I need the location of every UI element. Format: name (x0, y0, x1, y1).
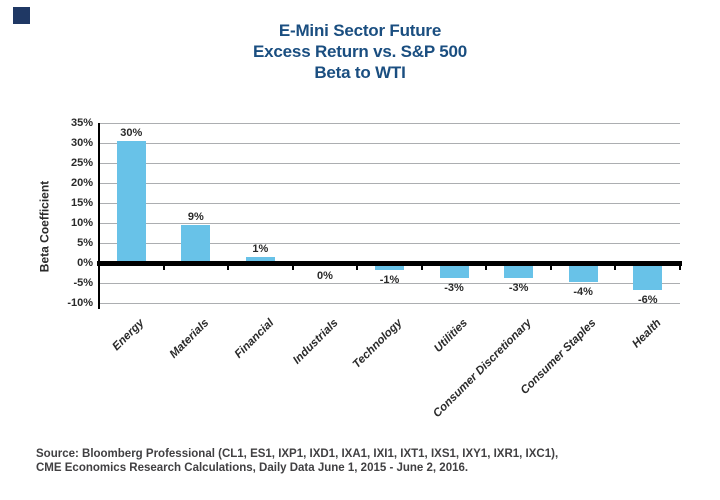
source-line-2: CME Economics Research Calculations, Dai… (36, 462, 469, 474)
gridline-20 (99, 183, 680, 184)
gridline-30 (99, 143, 680, 144)
chart-title: E-Mini Sector Future Excess Return vs. S… (0, 20, 720, 83)
y-axis-line (97, 123, 100, 309)
y-tick-label: 0% (77, 256, 93, 269)
bar-value-label: -1% (379, 274, 400, 286)
y-tick-label: -5% (73, 276, 93, 289)
x-category-label: Industrials (290, 317, 341, 367)
x-axis-tick (549, 266, 552, 270)
bar-value-label: -3% (508, 282, 529, 294)
gridline-35 (99, 123, 680, 124)
x-axis-tick (291, 266, 294, 270)
bar-value-label: 0% (316, 270, 333, 282)
x-axis-tick (227, 266, 230, 270)
chart-title-line-1: E-Mini Sector Future (278, 21, 442, 40)
gridline--5 (99, 283, 680, 284)
source-line-1: Source: Bloomberg Professional (CL1, ES1… (36, 448, 559, 460)
y-tick-label: 30% (70, 136, 93, 149)
x-category-label: Energy (110, 317, 147, 354)
gridline-10 (99, 223, 680, 224)
x-category-label: Utilities (431, 317, 470, 355)
y-tick-label: 5% (77, 236, 93, 249)
y-tick-label: 15% (70, 196, 93, 209)
gridline-5 (99, 243, 680, 244)
x-axis-tick (162, 266, 165, 270)
bar-value-label: -6% (637, 294, 658, 306)
x-axis-tick (485, 266, 488, 270)
x-category-label: Health (629, 317, 664, 351)
y-tick-label: 20% (70, 176, 93, 189)
y-tick-label: -10% (67, 296, 93, 309)
y-tick-label: 10% (70, 216, 93, 229)
chart-title-line-2: Excess Return vs. S&P 500 (253, 42, 467, 61)
bar-consumer-staples (568, 266, 598, 282)
bar-value-label: 30% (120, 127, 143, 139)
gridline-25 (99, 163, 680, 164)
x-category-label: Financial (232, 317, 276, 361)
bar-utilities (439, 266, 469, 278)
source-note: Source: Bloomberg Professional (CL1, ES1… (36, 447, 558, 475)
x-category-label: Technology (351, 317, 405, 371)
gridline-15 (99, 203, 680, 204)
bar-energy (116, 141, 146, 261)
bar-consumer-discretionary (504, 266, 534, 278)
y-tick-label: 25% (70, 156, 93, 169)
bar-technology (375, 266, 404, 270)
cme-logo-mark (13, 7, 30, 24)
bar-value-label: -4% (573, 286, 593, 298)
bar-value-label: -3% (444, 282, 464, 294)
x-axis-tick (614, 266, 617, 270)
bar-financial (245, 257, 275, 261)
x-axis-zero-line (97, 261, 682, 266)
gridline--10 (99, 303, 680, 304)
y-tick-label: 35% (70, 116, 93, 129)
x-axis-tick (356, 266, 359, 270)
bar-materials (181, 225, 211, 261)
bar-value-label: 9% (187, 211, 204, 223)
chart-title-line-3: Beta to WTI (314, 63, 406, 82)
bar-value-label: 1% (252, 243, 269, 255)
bar-health (633, 266, 663, 290)
x-axis-tick (679, 266, 681, 270)
x-axis-tick (420, 266, 423, 270)
x-category-label: Materials (167, 317, 212, 361)
